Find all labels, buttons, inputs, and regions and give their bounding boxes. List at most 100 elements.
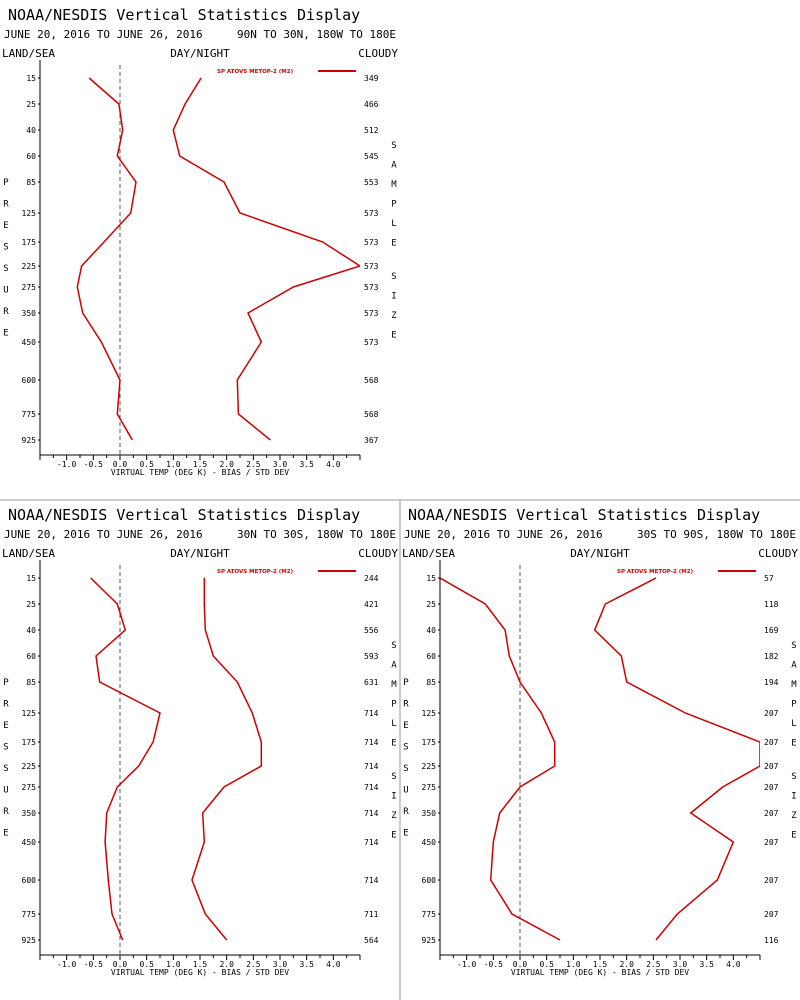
- sample-size-axis-letter: S: [391, 772, 396, 782]
- sample-size-label: 169: [764, 626, 779, 635]
- pressure-level-label: 350: [22, 309, 37, 318]
- x-tick-label: 0.0: [113, 460, 128, 469]
- sample-size-label: 573: [364, 262, 379, 271]
- series-line-bias: [90, 577, 161, 941]
- sample-size-axis-letter: E: [391, 331, 396, 341]
- pressure-level-label: 600: [22, 376, 37, 385]
- sample-size-label: 714: [364, 738, 379, 747]
- pressure-level-label: 40: [426, 626, 436, 635]
- region-label: 30S TO 90S, 180W TO 180E: [637, 528, 796, 541]
- pressure-level-label: 175: [22, 238, 37, 247]
- sample-size-label: 244: [364, 574, 379, 583]
- pressure-axis-letter: S: [3, 743, 8, 753]
- pressure-level-label: 225: [22, 762, 37, 771]
- pressure-level-label: 925: [422, 936, 437, 945]
- sample-size-axis-letter: E: [391, 739, 396, 749]
- sample-size-label: 714: [364, 838, 379, 847]
- pressure-axis-letter: P: [3, 678, 9, 688]
- sample-size-axis-letter: P: [791, 700, 797, 710]
- sample-size-axis-letter: E: [391, 239, 396, 249]
- sample-size-label: 349: [364, 74, 379, 83]
- sample-size-axis-letter: P: [391, 200, 397, 210]
- x-tick-label: 1.5: [193, 960, 208, 969]
- sample-size-axis-letter: Z: [391, 311, 397, 321]
- pressure-level-label: 125: [22, 209, 37, 218]
- cloudy-label: CLOUDY: [358, 547, 398, 560]
- x-tick-label: 1.0: [166, 460, 181, 469]
- x-tick-label: 1.0: [566, 960, 581, 969]
- sample-size-label: 207: [764, 838, 779, 847]
- pressure-axis-letter: S: [3, 243, 8, 253]
- sample-size-label: 573: [364, 283, 379, 292]
- sample-size-label: 545: [364, 152, 379, 161]
- x-tick-label: 4.0: [726, 960, 741, 969]
- x-tick-label: -1.0: [57, 460, 76, 469]
- sample-size-label: 118: [764, 600, 779, 609]
- sample-size-label: 512: [364, 126, 379, 135]
- date-range: JUNE 20, 2016 TO JUNE 26, 2016: [4, 528, 203, 541]
- sample-size-label: 714: [364, 709, 379, 718]
- stats-panel-1: NOAA/NESDIS Vertical Statistics Display J…: [2, 6, 398, 477]
- cloudy-label: CLOUDY: [358, 47, 398, 60]
- sample-size-label: 207: [764, 738, 779, 747]
- pressure-level-label: 15: [426, 574, 436, 583]
- x-tick-label: 0.0: [113, 960, 128, 969]
- sample-size-label: 421: [364, 600, 379, 609]
- sample-size-label: 207: [764, 762, 779, 771]
- land-sea-label: LAND/SEA: [2, 47, 55, 60]
- sample-size-label: 57: [764, 574, 774, 583]
- sample-size-label: 553: [364, 178, 379, 187]
- sample-size-label: 573: [364, 338, 379, 347]
- sample-size-axis-letter: E: [791, 831, 796, 841]
- sample-size-label: 182: [764, 652, 779, 661]
- sample-size-label: 573: [364, 209, 379, 218]
- series-line-std-dev: [172, 77, 360, 441]
- legend-label: SP ATOVS METOP-2 (M2): [617, 569, 694, 575]
- sample-size-axis-letter: E: [391, 831, 396, 841]
- sample-size-label: 207: [764, 910, 779, 919]
- pressure-level-label: 15: [26, 574, 36, 583]
- pressure-axis-letter: S: [3, 264, 8, 274]
- sample-size-label: 367: [364, 436, 379, 445]
- sample-size-label: 207: [764, 783, 779, 792]
- sample-size-label: 466: [364, 100, 379, 109]
- pressure-level-label: 225: [22, 262, 37, 271]
- sample-size-axis-letter: A: [391, 161, 397, 171]
- pressure-level-label: 450: [422, 838, 437, 847]
- pressure-level-label: 60: [426, 652, 436, 661]
- sample-size-axis-letter: I: [391, 792, 396, 802]
- sample-size-label: 573: [364, 309, 379, 318]
- pressure-level-label: 275: [22, 783, 37, 792]
- x-tick-label: 3.0: [673, 960, 688, 969]
- pressure-level-label: 40: [26, 126, 36, 135]
- pressure-axis-letter: E: [3, 721, 8, 731]
- pressure-level-label: 600: [22, 876, 37, 885]
- region-label: 30N TO 30S, 180W TO 180E: [237, 528, 396, 541]
- sample-size-label: 194: [764, 678, 779, 687]
- series-line-std-dev: [191, 578, 263, 941]
- sample-size-label: 207: [764, 709, 779, 718]
- stats-panel-3: NOAA/NESDIS Vertical Statistics Display J…: [402, 506, 798, 977]
- pressure-axis-letter: E: [403, 829, 408, 839]
- pressure-level-label: 25: [426, 600, 436, 609]
- day-night-label: DAY/NIGHT: [570, 547, 630, 560]
- x-tick-label: 3.0: [273, 960, 288, 969]
- pressure-level-label: 60: [26, 152, 36, 161]
- pressure-axis-letter: R: [403, 807, 409, 817]
- x-tick-label: 2.5: [246, 460, 261, 469]
- x-tick-label: 2.5: [246, 960, 261, 969]
- pressure-axis-letter: U: [403, 786, 408, 796]
- pressure-level-label: 350: [422, 809, 437, 818]
- sample-size-axis-letter: Z: [791, 811, 797, 821]
- x-tick-label: 0.0: [513, 960, 528, 969]
- sample-size-label: 568: [364, 376, 379, 385]
- sample-size-axis-letter: I: [391, 292, 396, 302]
- day-night-label: DAY/NIGHT: [170, 547, 230, 560]
- pressure-axis-letter: R: [3, 200, 9, 210]
- sample-size-label: 714: [364, 809, 379, 818]
- x-tick-label: 3.5: [699, 960, 714, 969]
- sample-size-label: 207: [764, 809, 779, 818]
- pressure-axis-letter: S: [403, 743, 408, 753]
- pressure-axis-letter: P: [403, 678, 409, 688]
- panel-title: NOAA/NESDIS Vertical Statistics Display: [408, 506, 760, 524]
